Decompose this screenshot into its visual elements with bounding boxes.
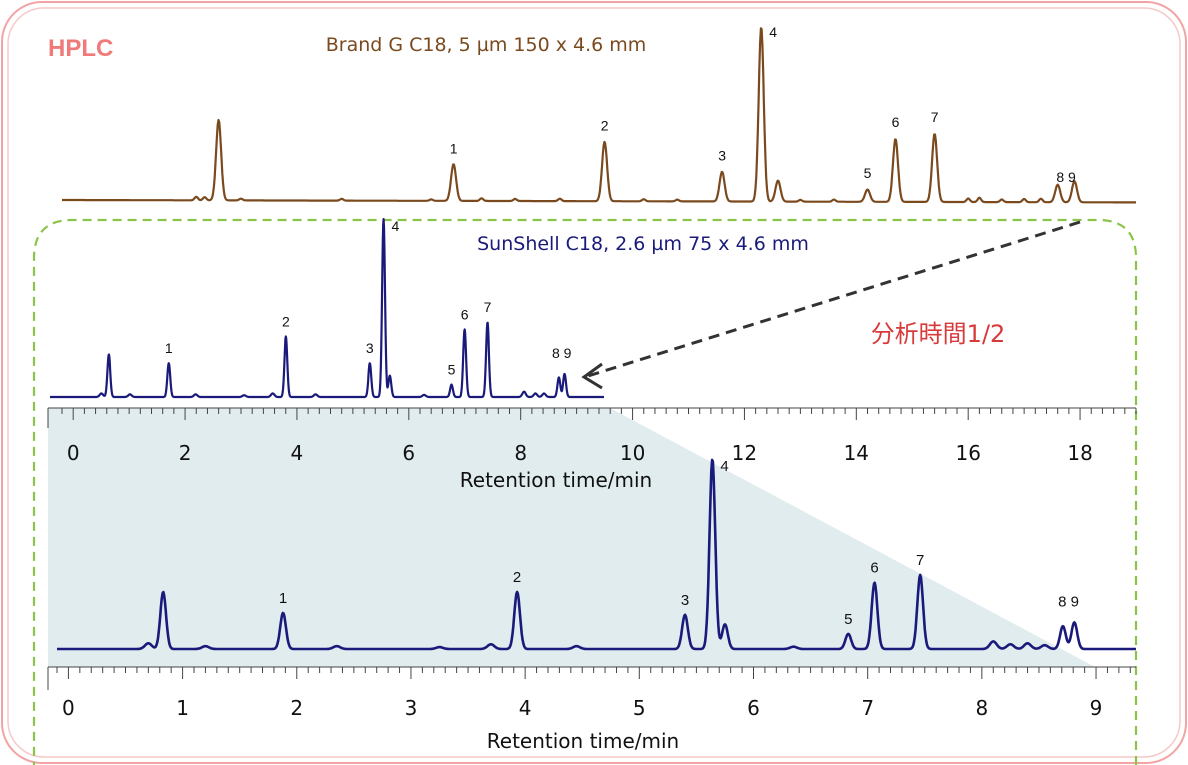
axis-bottom-tick-label: 2 [290,696,303,720]
axis-bottom-tick-label: 6 [747,696,760,720]
brand-g-title: Brand G C18, 5 µm 150 x 4.6 mm [326,34,647,56]
brand_g-peak-label: 7 [931,109,939,125]
axis-top-tick-label: 10 [620,441,645,465]
axis-top-tick-label: 4 [291,441,304,465]
sunshell_main-peak-label: 4 [720,458,728,475]
sunshell_main-peak-label: 5 [844,611,852,628]
analysis-time-annotation: 分析時間1/2 [871,320,1006,348]
axis-top-tick-label: 8 [514,441,527,465]
sunshell_inset-peak-label: 2 [282,314,290,330]
axis-bottom-tick-label: 4 [519,696,532,720]
axis-top-tick-label: 6 [402,441,415,465]
axis-bottom-tick-label: 0 [62,696,75,720]
sunshell_inset-trace [49,218,605,399]
brand_g-peak-label: 2 [601,118,609,134]
sunshell_main-peak-label: 3 [681,592,689,609]
axis-bottom-tick-label: 1 [176,696,189,720]
axis-top-tick-label: 14 [844,441,869,465]
sunshell_main-trace [56,458,1137,651]
axis-top-tick-label: 12 [732,441,757,465]
axis-top-tick-label: 0 [67,441,80,465]
sunshell_inset-group-label: 8 9 [552,345,572,361]
sunshell_inset-peak-label: 4 [392,218,400,234]
axis-top-tick-label: 16 [955,441,980,465]
brand_g-peak-label: 1 [450,140,458,156]
axis-bottom-tick-label: 7 [861,696,874,720]
chromatogram-traces [49,27,1137,651]
sunshell_inset-peak-label: 6 [461,306,469,322]
axis-bottom-tick-label: 8 [976,696,989,720]
sunshell-axis: 0 1 2 3 4 5 6 7 8 9 [47,666,1136,720]
sunshell_main-peak-label: 7 [916,552,924,569]
brand_g-peak-label: 4 [769,24,777,40]
axis-bottom-tick-label: 3 [405,696,418,720]
sunshell_main-peak-label: 1 [279,590,287,607]
sunshell_inset-peak-label: 7 [484,299,492,315]
brand-g-axis-title: Retention time/min [460,468,652,492]
sunshell-dashed-frame [32,218,1138,765]
brand_g-peak-label: 6 [892,114,900,130]
inner-frame [7,7,1181,758]
hplc-label: HPLC [48,35,113,62]
sunshell_inset-peak-label: 5 [448,362,456,378]
axis-bottom-tick-label: 5 [633,696,646,720]
axis-bottom-tick-label: 9 [1090,696,1103,720]
sunshell_main-peak-label: 2 [513,569,521,586]
brand_g-peak-label: 5 [864,165,872,181]
sunshell-axis-title: Retention time/min [487,729,679,753]
brand-g-axis: 0 2 4 6 8 10 12 14 16 18 [47,407,1137,465]
axis-top-tick-label: 2 [179,441,192,465]
zoom-arrow-head [581,362,603,390]
sunshell-title: SunShell C18, 2.6 µm 75 x 4.6 mm [477,233,809,255]
sunshell_inset-peak-label: 3 [366,340,374,356]
sunshell_main-group-label: 8 9 [1058,593,1079,610]
brand_g-group-label: 8 9 [1056,169,1076,185]
time-scale-shade [48,408,1095,667]
brand_g-peak-label: 3 [718,147,726,163]
sunshell_main-peak-label: 6 [870,560,878,577]
sunshell_inset-peak-label: 1 [165,340,173,356]
brand_g-trace [61,27,1137,204]
zoom-arrow-line [587,220,1081,378]
axis-top-tick-label: 18 [1067,441,1092,465]
